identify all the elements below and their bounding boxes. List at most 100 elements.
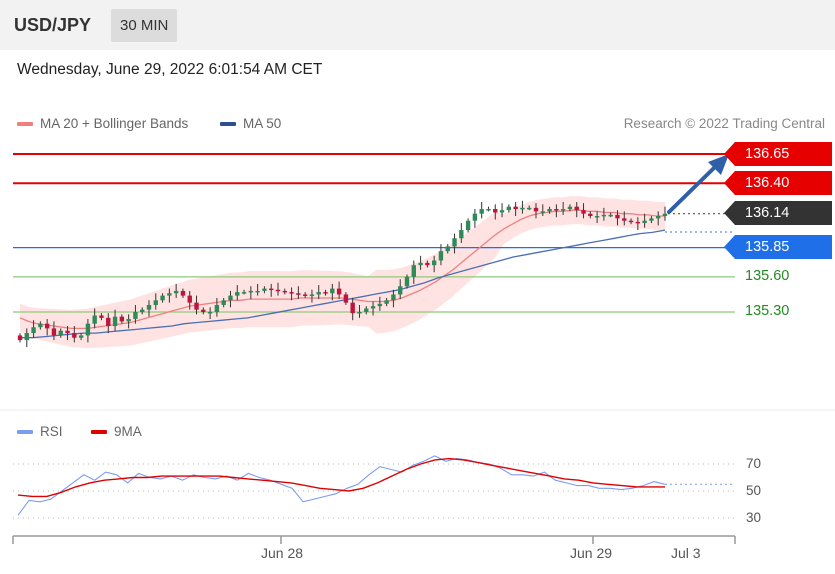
candle-body: [323, 292, 328, 294]
candle-body: [235, 292, 240, 296]
candle-body: [167, 293, 172, 296]
datetime-label: Wednesday, June 29, 2022 6:01:54 AM CET: [17, 61, 323, 78]
candle-body: [391, 294, 396, 301]
legend-ma50: MA 50: [220, 116, 281, 131]
legend-ma20: MA 20 + Bollinger Bands: [17, 116, 188, 131]
legend-rsi-ma: 9MA: [91, 424, 142, 439]
candle-body: [425, 262, 430, 266]
ma50-line: [20, 229, 666, 339]
level-label-135-30: 135.30: [745, 303, 790, 319]
level-tag-136-65: 136.65: [724, 142, 832, 166]
candle-body: [581, 210, 586, 214]
candle-body: [628, 220, 634, 223]
candle-body: [554, 209, 559, 211]
ma50-swatch-icon: [220, 121, 236, 126]
candle-body: [459, 230, 464, 239]
forecast-arrow-icon: [708, 154, 729, 175]
candle-body: [316, 292, 321, 295]
candle-body: [357, 312, 362, 314]
candle-body: [99, 315, 104, 318]
candle-body: [560, 209, 566, 211]
candle-body: [72, 333, 77, 338]
candle-body: [398, 286, 403, 295]
level-tag-136-40: 136.40: [724, 171, 832, 195]
legend-ma20-label: MA 20 + Bollinger Bands: [40, 116, 189, 131]
candle-body: [438, 251, 444, 261]
legend-rsi: RSI: [17, 424, 63, 439]
candle-body: [309, 294, 315, 296]
candle-body: [452, 238, 457, 247]
candle-body: [404, 276, 410, 287]
candle-body: [289, 292, 294, 294]
bollinger-band: [20, 196, 665, 349]
legend-ma50-label: MA 50: [243, 116, 282, 131]
current-price-tag: 136.14: [724, 201, 832, 225]
candle-body: [126, 319, 131, 322]
candle-body: [608, 214, 613, 217]
candle-body: [24, 333, 29, 341]
candle-body: [601, 214, 607, 217]
candle-body: [486, 209, 491, 211]
candle-body: [384, 300, 389, 304]
candle-body: [302, 294, 308, 296]
candle-body: [642, 220, 647, 224]
candle-body: [282, 290, 287, 293]
candle-body: [499, 210, 505, 213]
rsi-ma-swatch-icon: [91, 429, 107, 434]
candle-body: [649, 218, 654, 221]
candle-body: [78, 335, 84, 338]
candle-body: [411, 265, 416, 277]
rsi-tick-30: 30: [746, 510, 762, 525]
ma20-line: [19, 209, 665, 330]
candle-body: [540, 211, 545, 213]
candle-body: [92, 315, 97, 324]
candle-body: [173, 290, 179, 294]
rsi-tick-70: 70: [746, 456, 762, 471]
candle-body: [221, 300, 226, 305]
candle-body: [513, 206, 518, 210]
candle-body: [377, 303, 383, 307]
candle-body: [133, 312, 138, 320]
x-label-jun28: Jun 28: [261, 545, 304, 561]
candle-body: [615, 214, 620, 219]
candle-body: [255, 290, 260, 293]
candle-body: [431, 260, 437, 266]
candle-body: [275, 289, 281, 292]
candle-body: [160, 295, 165, 301]
candle-body: [506, 206, 512, 211]
candle-body: [465, 220, 471, 231]
x-label-jul3: Jul 3: [671, 545, 701, 561]
candle-body: [228, 295, 233, 301]
candle-body: [38, 323, 43, 328]
copyright-note: Research © 2022 Trading Central: [623, 116, 825, 131]
level-label-135-60: 135.60: [745, 268, 790, 284]
candle-body: [527, 207, 532, 210]
symbol-title: USD/JPY: [14, 15, 92, 35]
rsi-line: [17, 455, 666, 516]
candle-body: [187, 295, 192, 303]
candle-body: [262, 288, 267, 291]
candle-body: [106, 317, 111, 327]
legend-rsi-ma-label: 9MA: [114, 424, 142, 439]
candle-body: [119, 316, 125, 322]
candle-body: [662, 213, 668, 217]
candle-body: [31, 327, 36, 334]
candle-body: [418, 262, 423, 266]
rsi-ma-line: [17, 457, 665, 498]
candle-body: [146, 304, 152, 310]
candle-body: [622, 218, 627, 221]
candle-body: [635, 221, 641, 224]
candle-body: [140, 309, 145, 312]
candle-body: [194, 302, 199, 310]
candle-body: [343, 294, 349, 303]
candle-body: [51, 328, 57, 336]
candle-body: [350, 302, 355, 314]
level-tag-135-85: 135.85: [724, 235, 832, 259]
timeframe-badge[interactable]: 30 MIN: [111, 9, 178, 42]
candle-body: [364, 308, 369, 312]
candle-body: [248, 290, 254, 293]
candle-body: [547, 209, 552, 212]
candle-body: [85, 323, 91, 336]
chart-header: USD/JPY 30 MIN: [0, 0, 835, 50]
